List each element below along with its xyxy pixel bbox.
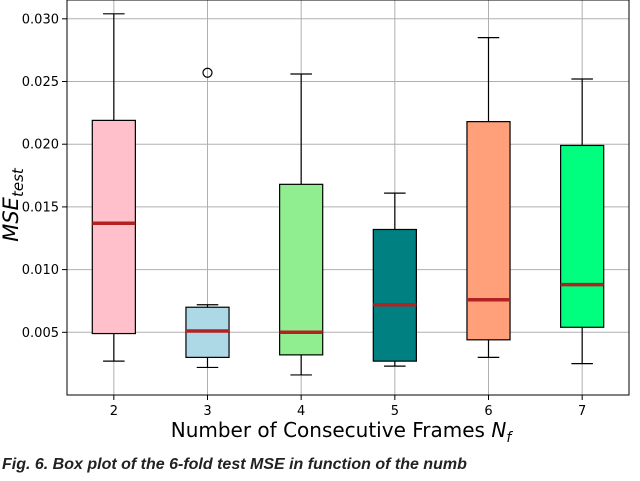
ticks: 0.005 0.010 0.015 0.020 0.025 0.030 2 3 4 5 6 7 [22, 12, 587, 419]
box-body [279, 183, 324, 356]
x-tick-label: 3 [203, 404, 211, 419]
plot-frame [66, 0, 630, 396]
y-tick-label: 0.025 [22, 75, 59, 90]
box-group-4 [279, 73, 324, 376]
x-tick-label: 4 [297, 404, 305, 419]
box-group-3 [185, 67, 230, 369]
figure-caption: Fig. 6. Box plot of the 6-fold test MSE … [2, 456, 467, 473]
x-tick-label: 2 [110, 404, 118, 419]
box-group-6 [466, 37, 511, 358]
plot-area [67, 0, 629, 395]
box-body [560, 144, 605, 328]
outlier-point [202, 67, 213, 78]
box-body [466, 121, 511, 341]
y-tick-label: 0.005 [22, 326, 59, 341]
box-group-5 [372, 192, 417, 367]
y-axis-label: MSEtest [0, 167, 27, 242]
y-tick-label: 0.015 [22, 200, 59, 215]
y-tick-label: 0.020 [22, 138, 59, 153]
box-group-2 [91, 13, 136, 362]
x-tick-label: 6 [484, 404, 492, 419]
boxplot-chart: 0.005 0.010 0.015 0.020 0.025 0.030 2 3 4 5 6 7 Num… [0, 0, 630, 446]
boxes [91, 13, 605, 376]
x-axis-label: Number of Consecutive Frames Nf [171, 418, 514, 446]
box-body [91, 119, 136, 335]
box-body [372, 228, 417, 362]
y-tick-label: 0.030 [22, 12, 59, 27]
y-tick-label: 0.010 [22, 263, 59, 278]
x-tick-label: 7 [578, 404, 586, 419]
x-tick-label: 5 [391, 404, 399, 419]
box-group-7 [560, 78, 605, 365]
